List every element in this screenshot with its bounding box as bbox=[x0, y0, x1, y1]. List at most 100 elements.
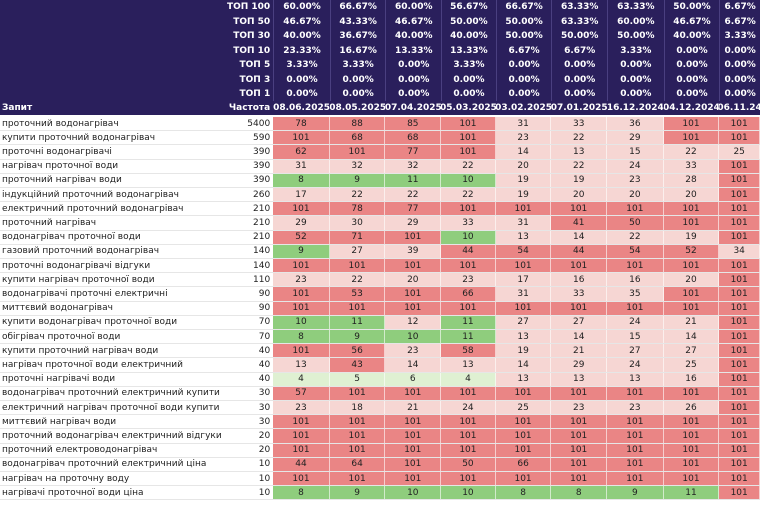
query-cell[interactable]: водонагрівач проточний електричний купит… bbox=[0, 386, 228, 400]
table-row[interactable]: нагрівачі проточної води ціна 10 8 9 10 10 8 8 9… bbox=[0, 486, 760, 501]
position-cell[interactable]: 101 bbox=[385, 259, 442, 273]
position-cell[interactable]: 8 bbox=[495, 486, 552, 500]
position-cell[interactable]: 77 bbox=[385, 202, 442, 216]
position-cell[interactable]: 32 bbox=[329, 159, 386, 173]
position-cell[interactable]: 25 bbox=[663, 358, 720, 372]
table-row[interactable]: проточний водонагрівач 5400 78 88 85 101 31 33 3… bbox=[0, 117, 760, 132]
frequency-cell[interactable]: 70 bbox=[227, 315, 274, 329]
position-cell[interactable]: 101 bbox=[719, 159, 760, 173]
position-cell[interactable]: 22 bbox=[385, 188, 442, 202]
position-cell[interactable]: 17 bbox=[495, 273, 552, 287]
position-cell[interactable]: 101 bbox=[329, 415, 386, 429]
position-cell[interactable]: 11 bbox=[385, 173, 442, 187]
position-cell[interactable]: 39 bbox=[385, 244, 442, 258]
position-cell[interactable]: 101 bbox=[719, 358, 760, 372]
header-query[interactable]: Запит bbox=[2, 103, 33, 113]
position-cell[interactable]: 101 bbox=[385, 287, 442, 301]
position-cell[interactable]: 9 bbox=[329, 486, 386, 500]
position-cell[interactable]: 101 bbox=[607, 301, 664, 315]
position-cell[interactable]: 101 bbox=[607, 457, 664, 471]
position-cell[interactable]: 20 bbox=[663, 273, 720, 287]
position-cell[interactable]: 101 bbox=[385, 301, 442, 315]
position-cell[interactable]: 13 bbox=[495, 230, 552, 244]
position-cell[interactable]: 4 bbox=[441, 372, 496, 386]
position-cell[interactable]: 9 bbox=[329, 330, 386, 344]
position-cell[interactable]: 30 bbox=[329, 216, 386, 230]
position-cell[interactable]: 101 bbox=[719, 202, 760, 216]
position-cell[interactable]: 21 bbox=[551, 344, 608, 358]
frequency-cell[interactable]: 210 bbox=[227, 216, 274, 230]
position-cell[interactable]: 101 bbox=[551, 386, 608, 400]
position-cell[interactable]: 101 bbox=[551, 415, 608, 429]
position-cell[interactable]: 14 bbox=[551, 230, 608, 244]
frequency-cell[interactable]: 140 bbox=[227, 244, 274, 258]
query-cell[interactable]: миттєвий водонагрівач bbox=[0, 301, 228, 315]
table-row[interactable]: проточні водонагрівачі відгуки 140 101 101 1… bbox=[0, 259, 760, 274]
frequency-cell[interactable]: 10 bbox=[227, 457, 274, 471]
position-cell[interactable]: 11 bbox=[441, 315, 496, 329]
header-date[interactable]: 03.02.2025 bbox=[495, 103, 552, 113]
query-cell[interactable]: електричний проточний водонагрівач bbox=[0, 202, 228, 216]
position-cell[interactable]: 26 bbox=[663, 401, 720, 415]
frequency-cell[interactable]: 20 bbox=[227, 443, 274, 457]
header-date[interactable]: 16.12.2024 bbox=[606, 103, 664, 113]
position-cell[interactable]: 24 bbox=[607, 315, 664, 329]
query-cell[interactable]: купити водонагрівач проточної води bbox=[0, 315, 228, 329]
position-cell[interactable]: 101 bbox=[385, 386, 442, 400]
header-date[interactable]: 08.05.2025 bbox=[329, 103, 386, 113]
table-row[interactable]: газовий проточний водонагрівач 140 9 27 39 44… bbox=[0, 244, 760, 259]
position-cell[interactable]: 14 bbox=[385, 358, 442, 372]
position-cell[interactable]: 19 bbox=[495, 344, 552, 358]
header-date[interactable]: 05.03.2025 bbox=[441, 103, 496, 113]
position-cell[interactable]: 101 bbox=[495, 301, 552, 315]
position-cell[interactable]: 20 bbox=[607, 188, 664, 202]
position-cell[interactable]: 101 bbox=[551, 443, 608, 457]
position-cell[interactable]: 101 bbox=[273, 259, 330, 273]
position-cell[interactable]: 101 bbox=[719, 486, 760, 500]
query-cell[interactable]: газовий проточний водонагрівач bbox=[0, 244, 228, 258]
frequency-cell[interactable]: 40 bbox=[227, 344, 274, 358]
position-cell[interactable]: 23 bbox=[607, 401, 664, 415]
position-cell[interactable]: 101 bbox=[607, 386, 664, 400]
position-cell[interactable]: 25 bbox=[719, 145, 760, 159]
position-cell[interactable]: 57 bbox=[273, 386, 330, 400]
position-cell[interactable]: 101 bbox=[663, 259, 720, 273]
table-row[interactable]: купити проточний нагрівач води 40 101 56 23 5… bbox=[0, 344, 760, 359]
position-cell[interactable]: 101 bbox=[441, 259, 496, 273]
position-cell[interactable]: 58 bbox=[441, 344, 496, 358]
table-row[interactable]: купити водонагрівач проточної води 70 10 11… bbox=[0, 315, 760, 330]
position-cell[interactable]: 17 bbox=[273, 188, 330, 202]
position-cell[interactable]: 20 bbox=[551, 188, 608, 202]
query-cell[interactable]: індукційний проточний водонагрівач bbox=[0, 188, 228, 202]
position-cell[interactable]: 101 bbox=[441, 415, 496, 429]
frequency-cell[interactable]: 390 bbox=[227, 145, 274, 159]
position-cell[interactable]: 20 bbox=[495, 159, 552, 173]
position-cell[interactable]: 50 bbox=[607, 216, 664, 230]
position-cell[interactable]: 22 bbox=[441, 188, 496, 202]
frequency-cell[interactable]: 40 bbox=[227, 358, 274, 372]
position-cell[interactable]: 22 bbox=[329, 188, 386, 202]
position-cell[interactable]: 13 bbox=[495, 372, 552, 386]
position-cell[interactable]: 101 bbox=[663, 386, 720, 400]
frequency-cell[interactable]: 10 bbox=[227, 472, 274, 486]
position-cell[interactable]: 101 bbox=[663, 301, 720, 315]
table-row[interactable]: обігрівач проточної води 70 8 9 10 11 13 14 15 14… bbox=[0, 330, 760, 345]
position-cell[interactable]: 101 bbox=[719, 216, 760, 230]
position-cell[interactable]: 101 bbox=[663, 202, 720, 216]
position-cell[interactable]: 101 bbox=[719, 443, 760, 457]
position-cell[interactable]: 23 bbox=[385, 344, 442, 358]
position-cell[interactable]: 101 bbox=[719, 117, 760, 131]
position-cell[interactable]: 27 bbox=[329, 244, 386, 258]
position-cell[interactable]: 22 bbox=[663, 145, 720, 159]
position-cell[interactable]: 101 bbox=[719, 259, 760, 273]
position-cell[interactable]: 101 bbox=[551, 429, 608, 443]
position-cell[interactable]: 101 bbox=[273, 415, 330, 429]
position-cell[interactable]: 66 bbox=[441, 287, 496, 301]
position-cell[interactable]: 44 bbox=[441, 244, 496, 258]
position-cell[interactable]: 13 bbox=[273, 358, 330, 372]
position-cell[interactable]: 101 bbox=[663, 429, 720, 443]
position-cell[interactable]: 101 bbox=[551, 202, 608, 216]
frequency-cell[interactable]: 90 bbox=[227, 287, 274, 301]
position-cell[interactable]: 10 bbox=[441, 173, 496, 187]
table-row[interactable]: миттєвий нагрівач води 30 101 101 101 101 101 1… bbox=[0, 415, 760, 430]
